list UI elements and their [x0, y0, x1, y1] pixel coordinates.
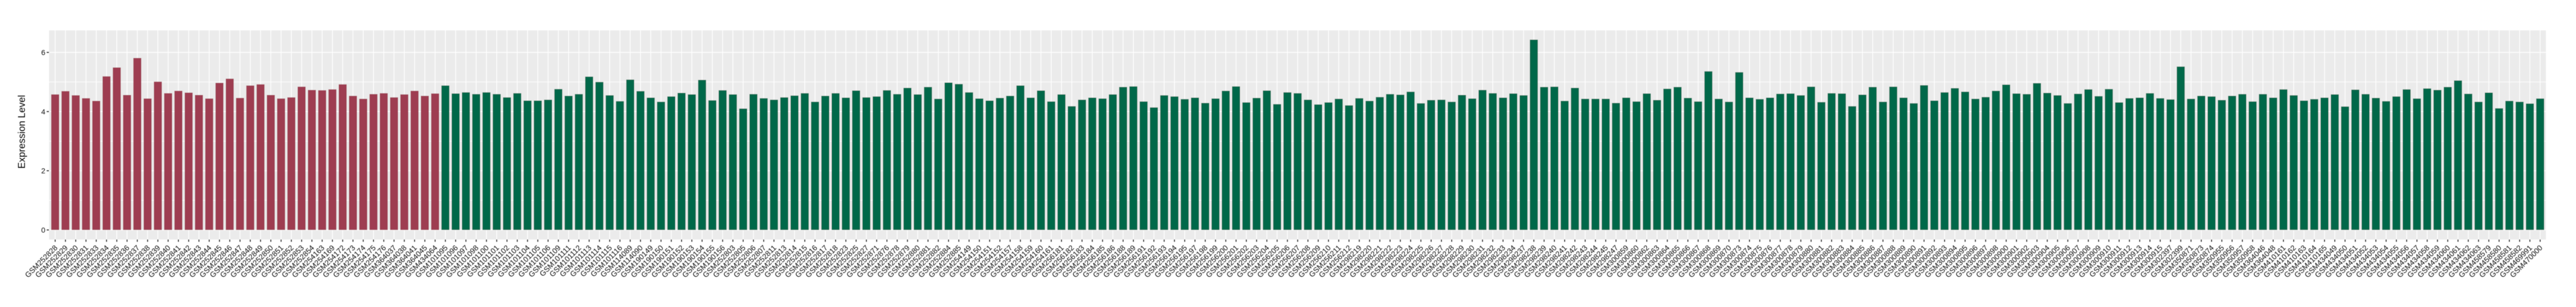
- svg-text:0: 0: [41, 225, 46, 234]
- svg-text:6: 6: [41, 48, 46, 57]
- svg-text:Expression Level: Expression Level: [16, 95, 27, 168]
- svg-text:2: 2: [41, 167, 46, 175]
- svg-text:4: 4: [41, 107, 46, 116]
